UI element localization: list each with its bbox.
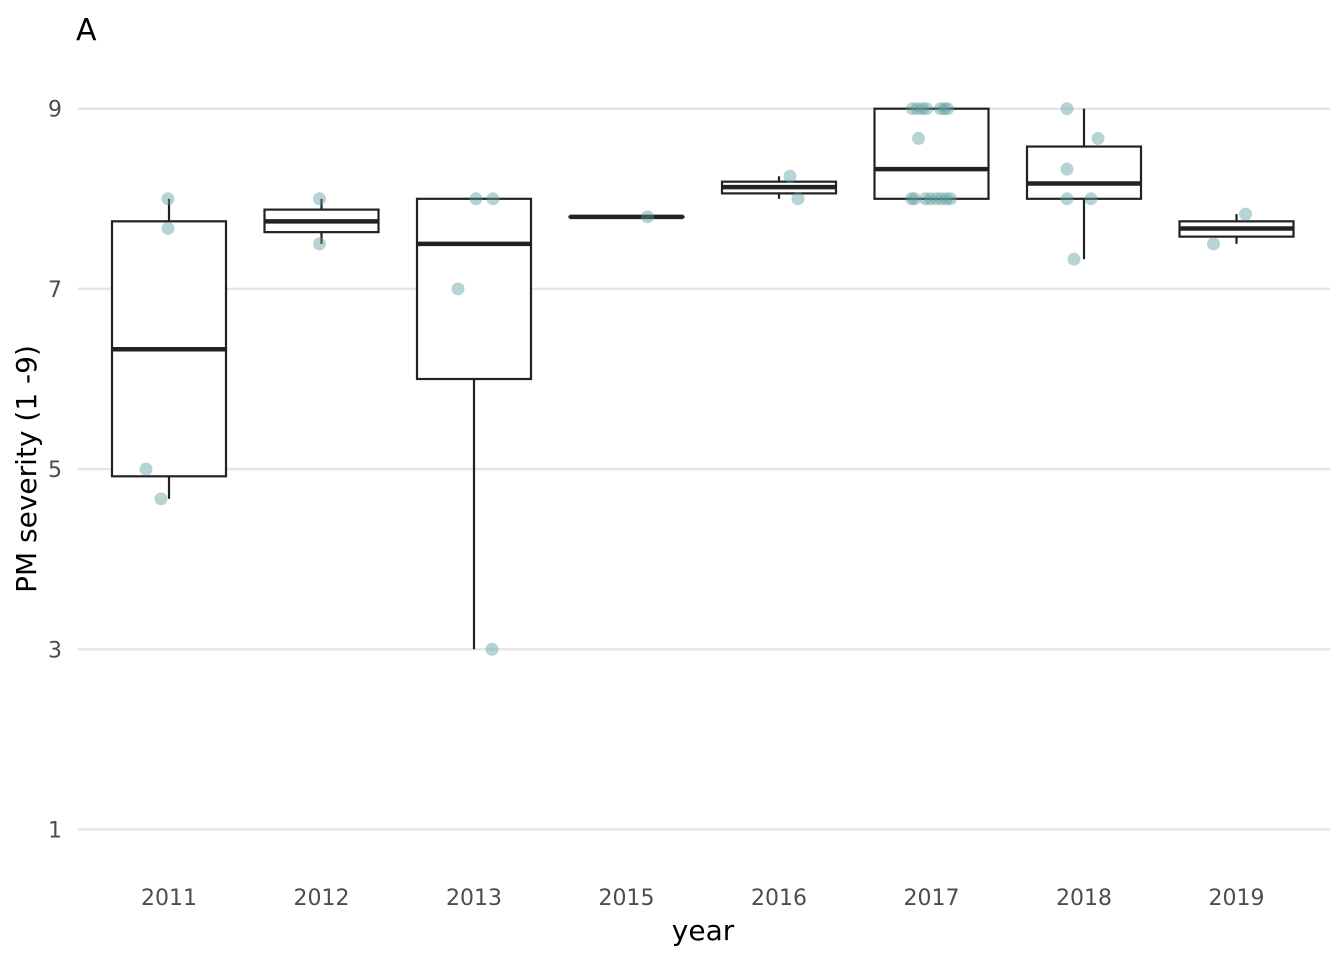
data-point: [920, 102, 933, 116]
data-point: [161, 192, 175, 206]
iqr-box: [1025, 145, 1143, 200]
panel-label: A: [76, 13, 97, 48]
data-point: [934, 102, 947, 116]
data-point: [906, 102, 919, 116]
box-2017: [873, 107, 990, 200]
data-point: [451, 282, 465, 296]
x-tick-label: 2013: [446, 886, 502, 911]
data-point: [944, 192, 957, 206]
data-point: [486, 192, 500, 206]
data-point: [1239, 207, 1252, 221]
data-point: [908, 192, 921, 206]
y-axis-title: PM severity (1 -9): [10, 345, 43, 593]
data-point: [919, 192, 932, 206]
y-tick-label: 7: [48, 278, 62, 303]
data-point: [941, 102, 954, 116]
data-point: [940, 192, 953, 206]
x-tick-label: 2011: [141, 886, 197, 911]
data-point: [912, 131, 925, 145]
data-point: [1084, 192, 1098, 206]
boxes: [110, 107, 1295, 650]
data-point: [313, 192, 326, 206]
x-tick-label: 2018: [1056, 886, 1112, 911]
data-point: [911, 102, 924, 116]
y-tick-label: 1: [48, 819, 62, 844]
x-tick-label: 2015: [599, 886, 655, 911]
data-point: [313, 237, 326, 251]
box-2019: [1178, 214, 1295, 244]
box-2011: [110, 198, 228, 499]
data-point: [1091, 131, 1105, 145]
data-point: [791, 192, 805, 206]
x-axis-ticks: 2011 2012 2013 2015 2016 2017 2018 2019: [141, 886, 1265, 911]
data-point: [938, 102, 951, 116]
iqr-box: [873, 107, 990, 200]
y-tick-label: 3: [48, 638, 62, 663]
data-point: [930, 192, 943, 206]
data-point: [485, 642, 499, 656]
data-point: [469, 192, 483, 206]
x-axis-title: year: [672, 914, 735, 947]
data-point: [1207, 237, 1220, 251]
x-tick-label: 2016: [751, 886, 807, 911]
box-2018: [1025, 108, 1143, 260]
data-point: [161, 222, 175, 236]
gridlines: [78, 107, 1330, 831]
iqr-box: [415, 197, 533, 381]
data-point: [1060, 192, 1074, 206]
data-point: [139, 462, 153, 476]
data-point: [916, 102, 929, 116]
jitter-points: [139, 102, 1252, 656]
data-point: [1067, 252, 1081, 266]
x-tick-label: 2017: [904, 886, 960, 911]
data-point: [905, 192, 918, 206]
data-point: [783, 169, 797, 183]
data-point: [935, 192, 948, 206]
y-tick-label: 9: [48, 98, 62, 123]
data-point: [1060, 162, 1074, 176]
x-tick-label: 2012: [294, 886, 350, 911]
data-point: [154, 492, 168, 506]
y-axis-ticks: 1 3 5 7 9: [48, 98, 62, 844]
y-tick-label: 5: [48, 458, 62, 483]
x-tick-label: 2019: [1209, 886, 1265, 911]
box-2013: [415, 197, 533, 650]
box-2016: [720, 176, 838, 199]
data-point: [924, 192, 937, 206]
box-2012: [263, 198, 380, 244]
data-point: [1060, 102, 1074, 116]
data-point: [641, 210, 654, 224]
